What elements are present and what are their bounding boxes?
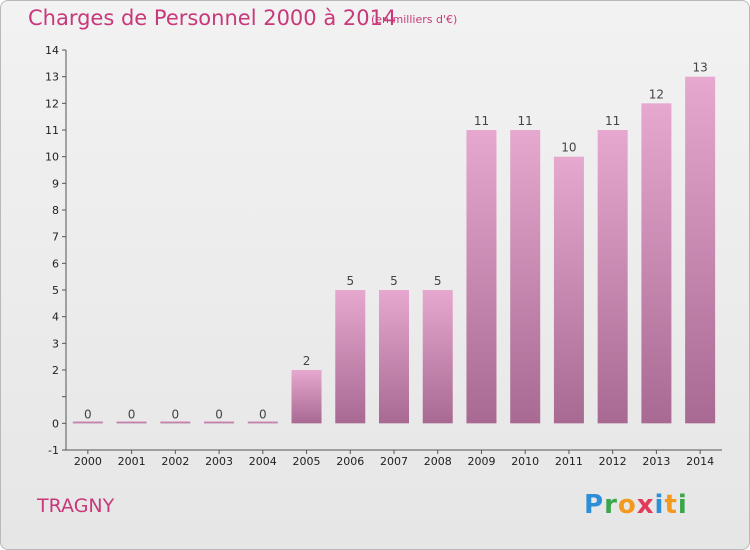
data-label: 11 — [605, 114, 620, 128]
bar-2012 — [597, 130, 628, 424]
y-tick-label: 4 — [52, 311, 59, 324]
x-tick-label: 2007 — [380, 455, 408, 468]
bar-2002 — [160, 421, 191, 424]
y-tick-label: 7 — [52, 231, 59, 244]
bar-2001 — [116, 421, 147, 424]
x-tick-label: 2004 — [249, 455, 277, 468]
y-tick-label: 3 — [52, 337, 59, 350]
data-label: 0 — [259, 407, 267, 421]
x-tick-label: 2001 — [118, 455, 146, 468]
data-label: 0 — [215, 407, 223, 421]
data-label: 0 — [172, 407, 180, 421]
y-tick-label: 14 — [45, 44, 59, 57]
x-tick-label: 2006 — [336, 455, 364, 468]
bar-2014 — [685, 76, 716, 424]
bar-2009 — [466, 130, 497, 424]
bar-2007 — [379, 290, 409, 424]
data-label: 0 — [128, 407, 136, 421]
x-tick-label: 2000 — [74, 455, 102, 468]
y-tick-label: 11 — [45, 124, 59, 137]
commune-name: TRAGNY — [37, 495, 115, 517]
x-tick-label: 2009 — [467, 455, 495, 468]
y-tick-label: -1 — [48, 444, 59, 457]
data-label: 12 — [649, 87, 664, 101]
bar-2000 — [72, 421, 103, 424]
y-tick-label: 0 — [52, 417, 59, 430]
x-tick-label: 2010 — [511, 455, 539, 468]
y-tick-label: 12 — [45, 97, 59, 110]
bar-2013 — [641, 103, 672, 424]
data-label: 11 — [518, 114, 533, 128]
bar-2008 — [422, 290, 453, 424]
x-tick-label: 2008 — [424, 455, 452, 468]
x-tick-label: 2012 — [599, 455, 627, 468]
x-tick-label: 2014 — [686, 455, 714, 468]
y-tick-label: 9 — [52, 177, 59, 190]
data-label: 10 — [561, 141, 576, 155]
bar-2011 — [553, 156, 584, 424]
y-tick-label: 2 — [52, 364, 59, 377]
data-label: 11 — [474, 114, 489, 128]
proxiti-logo[interactable]: Proxiti — [584, 490, 688, 520]
y-tick-label: 13 — [45, 71, 59, 84]
bar-2004 — [247, 421, 278, 424]
y-tick-label: 6 — [52, 257, 59, 270]
bar-2003 — [204, 421, 235, 424]
data-label: 13 — [692, 61, 707, 75]
x-tick-label: 2011 — [555, 455, 583, 468]
bar-2010 — [510, 130, 541, 424]
chart-subtitle: (en milliers d'€) — [371, 13, 458, 26]
bar-2005 — [291, 370, 322, 424]
x-tick-label: 2013 — [642, 455, 670, 468]
data-label: 0 — [84, 407, 92, 421]
data-label: 5 — [346, 274, 354, 288]
x-tick-label: 2002 — [161, 455, 189, 468]
x-tick-label: 2005 — [293, 455, 321, 468]
data-label: 2 — [303, 354, 311, 368]
y-tick-label: 8 — [52, 204, 59, 217]
bar-2006 — [335, 290, 366, 424]
y-tick-label: 5 — [52, 284, 59, 297]
y-tick-label: 10 — [45, 151, 59, 164]
data-label: 5 — [434, 274, 442, 288]
chart-title: Charges de Personnel 2000 à 2014 — [28, 6, 397, 30]
x-tick-label: 2003 — [205, 455, 233, 468]
data-label: 5 — [390, 274, 398, 288]
